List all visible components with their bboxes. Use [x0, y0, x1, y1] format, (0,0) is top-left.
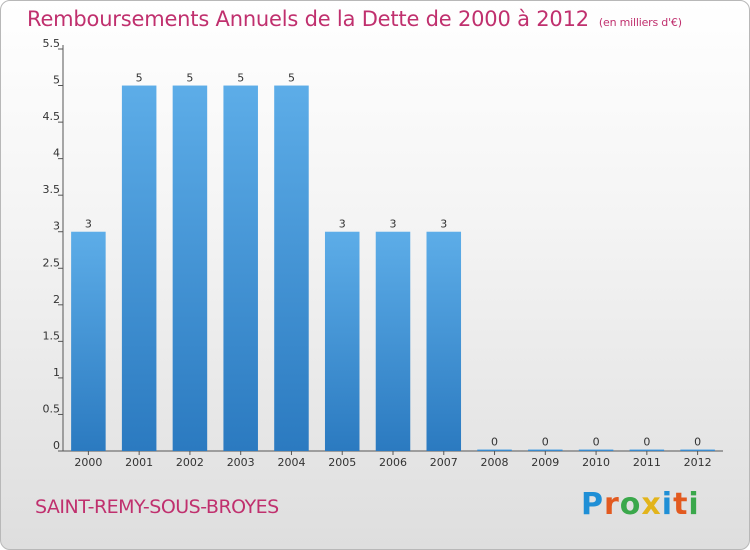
x-tick-label: 2008	[481, 456, 509, 469]
commune-name: SAINT-REMY-SOUS-BROYES	[35, 496, 279, 518]
bar-value-label: 0	[593, 436, 600, 449]
bar	[121, 85, 157, 451]
chart-title: Remboursements Annuels de la Dette de 20…	[27, 7, 682, 31]
y-tick-label: 5	[53, 74, 60, 87]
x-tick-label: 2003	[227, 456, 255, 469]
logo-letter: x	[641, 487, 662, 522]
bar	[172, 85, 208, 451]
bar	[426, 231, 462, 451]
logo-letter: o	[619, 487, 642, 522]
bar-value-label: 5	[237, 72, 244, 85]
x-tick-label: 2007	[430, 456, 458, 469]
x-tick-label: 2011	[633, 456, 661, 469]
bars	[71, 85, 715, 451]
bar-value-label: 3	[85, 218, 92, 231]
y-tick-label: 0.5	[43, 402, 61, 415]
bar	[324, 231, 360, 451]
y-tick-label: 3	[53, 220, 60, 233]
logo-letter: P	[581, 487, 604, 522]
y-tick-label: 4	[53, 147, 60, 160]
bar	[274, 85, 309, 451]
y-axis: 0 0.5 1 1.5 2 2.5 3 3.5 4 4.5 5 5.5	[43, 37, 64, 452]
logo-letter: i	[661, 487, 674, 522]
chart-title-text: Remboursements Annuels de la Dette de 20…	[27, 7, 589, 31]
bar	[578, 449, 614, 451]
bar	[71, 231, 106, 451]
logo-letter: r	[604, 487, 620, 522]
logo-letter: i	[688, 487, 700, 522]
bar-value-label: 5	[288, 72, 295, 85]
y-tick-label: 2	[53, 293, 60, 306]
y-tick-label: 0	[53, 439, 60, 452]
bar-value-label: 5	[186, 72, 193, 85]
x-tick-label: 2005	[328, 456, 356, 469]
x-tick-label: 2012	[684, 456, 712, 469]
logo-letter: t	[673, 487, 689, 522]
bar-value-label: 0	[643, 436, 650, 449]
x-tick-label: 2004	[277, 456, 305, 469]
bar	[528, 449, 563, 451]
x-tick-label: 2006	[379, 456, 407, 469]
bar-labels: 3 5 5 5 5 3 3 3 0 0 0 0 0	[85, 72, 701, 449]
bar-value-label: 3	[440, 218, 447, 231]
x-tick-label: 2009	[531, 456, 559, 469]
bar	[223, 85, 258, 451]
bar	[680, 449, 715, 451]
y-tick-label: 4.5	[43, 110, 61, 123]
y-tick-label: 2.5	[43, 256, 61, 269]
x-tick-label: 2002	[176, 456, 204, 469]
bar-value-label: 0	[694, 436, 701, 449]
x-axis: 2000 2001 2002 2003 2004 2005 2006 2007 2008 2009…	[63, 450, 723, 469]
bar	[629, 449, 665, 451]
bar-value-label: 0	[542, 436, 549, 449]
x-tick-label: 2001	[125, 456, 153, 469]
y-tick-label: 5.5	[43, 37, 61, 50]
y-tick-label: 1.5	[43, 329, 61, 342]
y-tick-label: 3.5	[43, 183, 61, 196]
proxiti-logo: Proxiti	[581, 487, 700, 522]
bar-value-label: 0	[491, 436, 498, 449]
bar-value-label: 5	[136, 72, 143, 85]
x-tick-label: 2010	[582, 456, 610, 469]
x-tick-label: 2000	[74, 456, 102, 469]
bar	[375, 231, 411, 451]
bar	[477, 449, 512, 451]
bar-value-label: 3	[339, 218, 346, 231]
y-tick-label: 1	[53, 366, 60, 379]
bar-value-label: 3	[390, 218, 397, 231]
chart-unit: (en milliers d'€)	[598, 16, 682, 29]
